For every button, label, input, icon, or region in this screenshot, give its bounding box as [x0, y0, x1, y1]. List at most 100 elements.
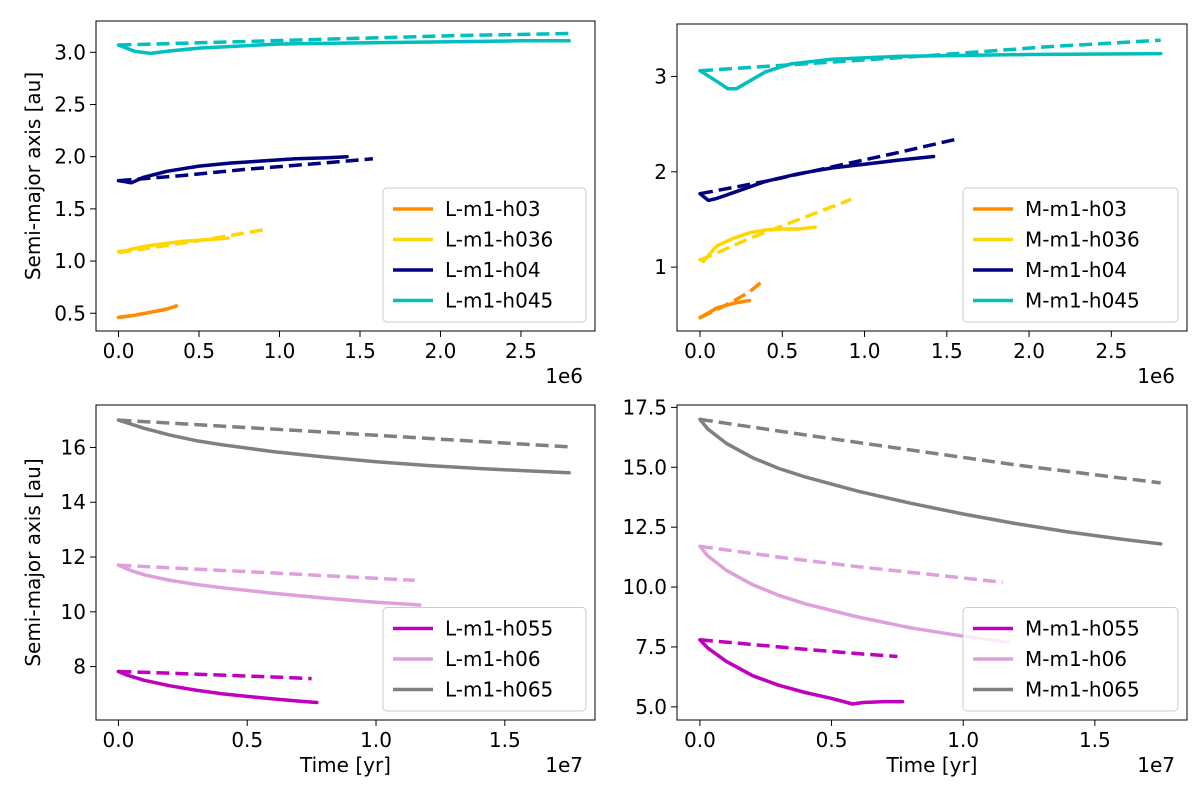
- series-line-solid: [116, 39, 571, 56]
- y-tick-label: 7.5: [635, 635, 667, 659]
- x-tick-label: 1.5: [931, 339, 963, 363]
- legend-label: M-m1-h065: [1025, 678, 1140, 702]
- legend-label: L-m1-h06: [445, 647, 541, 671]
- x-offset-label: 1e6: [545, 364, 583, 388]
- y-tick-label: 10.0: [622, 575, 667, 599]
- series-line-dashed: [699, 417, 1161, 485]
- x-tick-label: 1.5: [344, 339, 376, 363]
- y-tick-label: 17.5: [622, 395, 667, 419]
- y-tick-label: 10: [61, 600, 86, 624]
- y-tick-label: 1.5: [54, 197, 86, 221]
- x-tick-label: 2.5: [505, 339, 537, 363]
- x-tick-label: 1.0: [360, 728, 392, 752]
- panel-bottom-right: 0.0 0.5 1.0 1.5 5.0 7.5 10.0 12.5 15.0 17.5 1e7 Tim…: [622, 395, 1188, 777]
- x-tick-label: 2.5: [1095, 339, 1127, 363]
- legend-box: [962, 607, 1179, 712]
- y-axis-label: Semi-major axis [au]: [21, 72, 45, 280]
- series-line-dashed: [118, 563, 415, 583]
- y-axis-label: Semi-major axis [au]: [21, 458, 45, 666]
- x-axis-label: Time [yr]: [886, 753, 978, 777]
- axes-frame: [676, 23, 1188, 332]
- series-line-dashed: [699, 638, 898, 659]
- x-tick-label: 1.5: [1079, 728, 1111, 752]
- y-tick-label: 8: [73, 655, 86, 679]
- x-tick-label: 1.0: [849, 339, 881, 363]
- legend-box: [962, 187, 1179, 323]
- series-line-dashed: [699, 197, 853, 262]
- legend-label: M-m1-h04: [1025, 258, 1127, 282]
- x-tick-label: 0.0: [103, 728, 135, 752]
- legend-label: M-m1-h055: [1025, 617, 1140, 641]
- x-axis-label: Time [yr]: [299, 753, 391, 777]
- x-tick-label: 0.0: [103, 339, 135, 363]
- legend-label: L-m1-h03: [445, 197, 541, 221]
- legend-label: L-m1-h045: [445, 289, 553, 313]
- axes-frame: [95, 404, 596, 721]
- series-line-dashed: [118, 304, 178, 320]
- legend-label: M-m1-h03: [1025, 197, 1127, 221]
- y-tick-label: 12.5: [622, 515, 667, 539]
- y-tick-label: 12: [61, 545, 86, 569]
- legend-label: L-m1-h065: [445, 678, 553, 702]
- series-line-dashed: [699, 136, 961, 196]
- legend-label: M-m1-h036: [1025, 228, 1140, 252]
- legend-box: [382, 187, 587, 323]
- series-line-solid: [698, 638, 905, 706]
- x-tick-label: 0.5: [766, 339, 798, 363]
- axes-frame: [95, 20, 596, 332]
- x-offset-label: 1e6: [1137, 364, 1175, 388]
- series-line-solid: [116, 669, 319, 705]
- y-tick-label: 15.0: [622, 455, 667, 479]
- series-line-dashed: [118, 669, 312, 681]
- x-offset-label: 1e7: [1137, 753, 1175, 777]
- y-tick-label: 14: [61, 490, 86, 514]
- series-line-dashed: [118, 418, 570, 449]
- y-tick-label: 2: [654, 160, 667, 184]
- y-tick-label: 1: [654, 255, 667, 279]
- series-line-solid: [698, 51, 1163, 91]
- series-line-solid: [116, 563, 422, 607]
- y-tick-label: 16: [61, 435, 86, 459]
- x-tick-label: 0.5: [816, 728, 848, 752]
- legend-label: L-m1-h055: [445, 617, 553, 641]
- x-tick-label: 2.0: [425, 339, 457, 363]
- panel-top-left: 0.0 0.5 1.0 1.5 2.0 2.5 0.5 1.0 1.5 2.0 2.5 3.0 1e6 S…: [21, 20, 596, 388]
- panel-bottom-left: 0.0 0.5 1.0 1.5 8 10 12 14 16 1e7 Time [yr] Semi-ma…: [21, 404, 596, 777]
- legend-box: [382, 607, 587, 712]
- legend-label: L-m1-h036: [445, 228, 553, 252]
- x-tick-label: 0.0: [684, 339, 716, 363]
- x-tick-label: 2.0: [1013, 339, 1045, 363]
- series-line-solid: [698, 417, 1163, 546]
- y-tick-label: 1.0: [54, 249, 86, 273]
- panel-top-right: 0.0 0.5 1.0 1.5 2.0 2.5 1 2 3 1e6 M-m1-h03 M-m1-h03…: [654, 23, 1188, 388]
- series-line-dashed: [118, 157, 374, 183]
- x-tick-label: 1.5: [489, 728, 521, 752]
- x-tick-label: 1.0: [264, 339, 296, 363]
- series-line-solid: [698, 225, 817, 264]
- series-line-dashed: [699, 544, 1003, 585]
- x-tick-label: 0.5: [231, 728, 263, 752]
- series-line-solid: [116, 236, 230, 254]
- y-tick-label: 3: [654, 64, 667, 88]
- y-tick-label: 3.0: [54, 40, 86, 64]
- series-line-solid: [116, 418, 571, 475]
- x-tick-label: 1.0: [947, 728, 979, 752]
- series-line-solid: [116, 154, 349, 185]
- series-line-dashed: [118, 228, 264, 255]
- legend-label: L-m1-h04: [445, 258, 541, 282]
- x-tick-label: 0.0: [684, 728, 716, 752]
- legend-label: M-m1-h045: [1025, 289, 1140, 313]
- x-offset-label: 1e7: [545, 753, 583, 777]
- x-tick-label: 0.5: [183, 339, 215, 363]
- legend-label: M-m1-h06: [1025, 647, 1127, 671]
- y-tick-label: 5.0: [635, 695, 667, 719]
- series-line-solid: [698, 154, 936, 203]
- series-line-dashed: [699, 38, 1161, 73]
- y-tick-label: 0.5: [54, 301, 86, 325]
- series-line-solid: [698, 544, 1010, 644]
- series-line-dashed: [699, 280, 764, 320]
- axes-frame: [676, 404, 1188, 721]
- y-tick-label: 2.5: [54, 93, 86, 117]
- y-tick-label: 2.0: [54, 145, 86, 169]
